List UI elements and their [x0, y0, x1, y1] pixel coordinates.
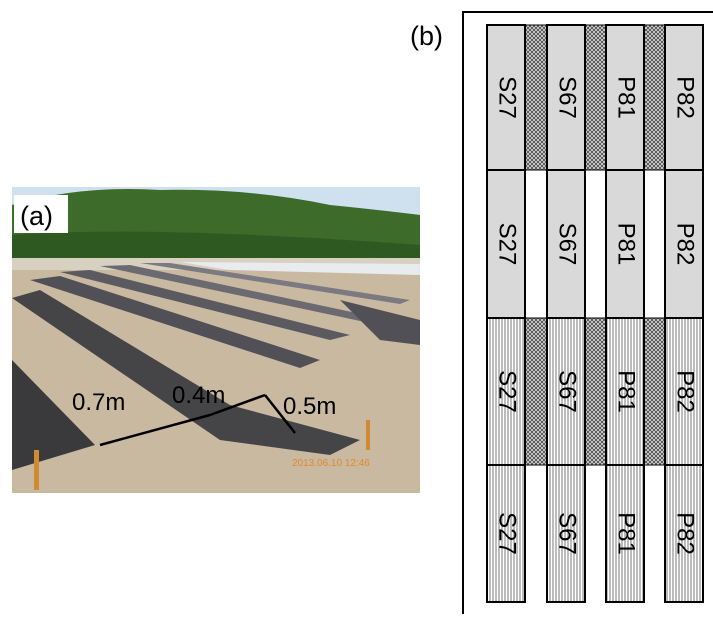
page: (a) 0.7m 0.4m 0.5m 2013.06.10 12:46 (b) … [0, 0, 713, 619]
distance-label: 0.5m [283, 393, 336, 420]
plot-label: P82 [672, 223, 699, 266]
plot-label: P81 [613, 512, 640, 555]
panel-label: (b) [410, 21, 443, 51]
panel-label: (a) [20, 201, 53, 231]
gap [585, 25, 606, 170]
plot-label: S67 [554, 223, 581, 266]
plot-label: S27 [494, 223, 521, 266]
timestamp: 2013.06.10 12:46 [292, 458, 370, 469]
distance-label: 0.7m [72, 389, 125, 416]
gap [585, 318, 606, 465]
gap [644, 25, 665, 170]
gap [525, 25, 547, 170]
plot-label: S27 [494, 76, 521, 119]
plot-label: S27 [494, 512, 521, 555]
plot-label: P82 [672, 76, 699, 119]
plot-label: S67 [554, 512, 581, 555]
plot-label: P82 [672, 512, 699, 555]
gap [644, 318, 665, 465]
plot-label: S27 [494, 370, 521, 413]
plot-label: P82 [672, 370, 699, 413]
plot-label: S67 [554, 76, 581, 119]
distance-label: 0.4m [172, 382, 225, 409]
plot-label: P81 [613, 370, 640, 413]
gap [525, 318, 547, 465]
plot-label: S67 [554, 370, 581, 413]
photo [12, 187, 420, 493]
plot-label: P81 [613, 76, 640, 119]
plot-label: P81 [613, 223, 640, 266]
figure: (a) 0.7m 0.4m 0.5m 2013.06.10 12:46 (b) … [0, 0, 713, 614]
plot-layout: S27 S67 P81 P82 S27 S67 P81 P82 S27 S67 P81 P82 S27 S… [487, 25, 703, 602]
